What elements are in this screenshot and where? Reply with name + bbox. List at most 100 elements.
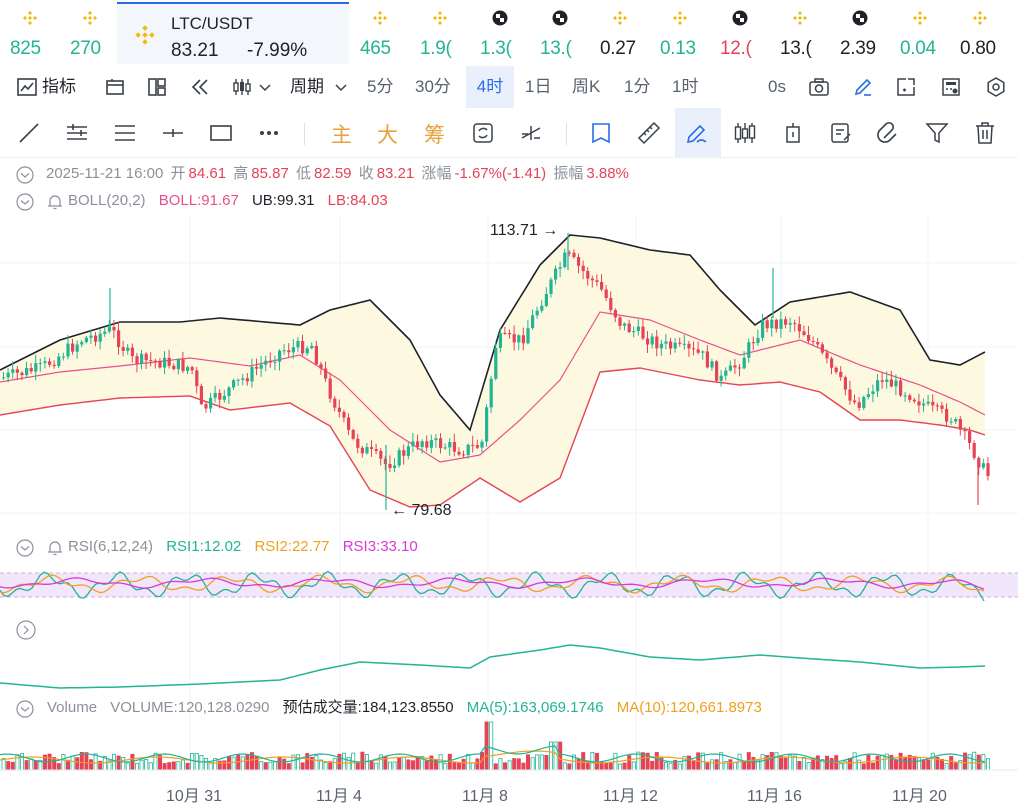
ruler-icon[interactable]	[636, 120, 662, 146]
ticker-item[interactable]: 270	[60, 0, 120, 66]
ticker-item[interactable]: 0.27	[590, 0, 650, 66]
volume-bar	[493, 763, 498, 771]
volume-bar	[838, 763, 843, 771]
candle-body	[889, 379, 893, 387]
candle-body	[885, 379, 889, 382]
collapse-icon[interactable]	[16, 539, 34, 557]
compare-icon[interactable]	[518, 120, 544, 146]
period-button[interactable]: 周期	[290, 77, 324, 96]
candle-body	[646, 338, 650, 345]
replay-icon[interactable]	[189, 76, 211, 98]
draw-pen-icon[interactable]	[684, 120, 710, 146]
chip-tool[interactable]: 筹	[424, 124, 445, 147]
volume-bar	[622, 762, 627, 771]
ticker-item[interactable]: 12.(	[710, 0, 770, 66]
trash-icon[interactable]	[972, 120, 998, 146]
active-pair-tab[interactable]: LTC/USDT 83.21 -7.99%	[117, 2, 349, 64]
rsi1-line	[0, 570, 985, 602]
candle-body	[531, 315, 535, 329]
volume-bar	[521, 762, 526, 771]
expand-icon[interactable]	[16, 620, 36, 640]
indicator-icon[interactable]	[16, 76, 38, 98]
calculator-icon[interactable]	[940, 76, 962, 98]
collapse-icon[interactable]	[16, 700, 34, 718]
volume-bar	[783, 757, 788, 771]
ticker-item[interactable]: 0.80	[950, 0, 1010, 66]
chevron-down-icon[interactable]	[334, 76, 348, 98]
bell-icon[interactable]	[46, 193, 64, 211]
horizontal-line-icon[interactable]	[160, 120, 186, 146]
chevron-down-icon[interactable]	[258, 76, 272, 98]
bell-icon[interactable]	[46, 539, 64, 557]
volume-bar	[259, 761, 264, 771]
candlestick-icon[interactable]	[732, 120, 758, 146]
bookmark-icon[interactable]	[588, 120, 614, 146]
lb-value: LB:84.03	[327, 192, 388, 209]
volume-bar	[295, 754, 300, 771]
volume-bar	[848, 758, 853, 771]
interval-5m[interactable]: 5分	[367, 77, 394, 96]
candle-body	[669, 341, 673, 349]
candle-body	[526, 328, 530, 344]
channel-icon[interactable]	[112, 120, 138, 146]
large-tool[interactable]: 大	[377, 124, 398, 147]
ticker-item[interactable]: 1.3(	[470, 0, 530, 66]
indicator-line	[0, 644, 986, 689]
note-icon[interactable]	[828, 120, 854, 146]
magnet-icon[interactable]	[876, 120, 902, 146]
candle-body	[494, 347, 498, 379]
candle-body	[811, 341, 815, 342]
active-pair-change: -7.99%	[247, 40, 308, 61]
volume-bar	[254, 755, 259, 771]
candle-body	[255, 366, 259, 369]
candle-body	[949, 421, 953, 423]
interval-1d[interactable]: 1日	[525, 77, 552, 96]
ticker-item[interactable]: 0.04	[890, 0, 950, 66]
volume-bar	[912, 756, 917, 771]
position-icon[interactable]	[780, 120, 806, 146]
ticker-item[interactable]: 13.(	[530, 0, 590, 66]
rectangle-icon[interactable]	[208, 120, 234, 146]
pencil-icon[interactable]	[852, 76, 874, 98]
volume-bar	[6, 761, 11, 771]
ticker-item[interactable]: 825	[0, 0, 60, 66]
layout-icon[interactable]	[104, 76, 126, 98]
volume-bar	[502, 762, 507, 771]
countdown-label: 0s	[768, 77, 786, 96]
candle-body	[425, 441, 429, 448]
ticker-item[interactable]: 2.39	[830, 0, 890, 66]
refresh-icon[interactable]	[470, 120, 496, 146]
ticker-item[interactable]: 0.13	[650, 0, 710, 66]
volume-bar	[944, 763, 949, 771]
split-view-icon[interactable]	[146, 76, 168, 98]
interval-1m[interactable]: 1分	[624, 77, 651, 96]
more-icon[interactable]	[256, 120, 282, 146]
indicators-button[interactable]: 指标	[42, 77, 76, 96]
ticker-item[interactable]: 465	[350, 0, 410, 66]
line-tool-icon[interactable]	[16, 120, 42, 146]
interval-1h[interactable]: 1时	[672, 77, 699, 96]
parallel-lines-icon[interactable]	[64, 120, 90, 146]
interval-1w[interactable]: 周K	[572, 77, 601, 96]
settings-icon[interactable]	[985, 76, 1007, 98]
ticker-item[interactable]: 1.9(	[410, 0, 470, 66]
candle-body	[903, 395, 907, 397]
add-chart-icon[interactable]	[895, 76, 917, 98]
volume-bar	[452, 761, 457, 771]
candle-type-icon[interactable]	[231, 76, 253, 98]
collapse-icon[interactable]	[16, 193, 34, 211]
volume-bar	[714, 759, 719, 771]
main-chart-tool[interactable]: 主	[331, 124, 352, 147]
interval-30m[interactable]: 30分	[415, 77, 451, 96]
candle-body	[935, 405, 939, 407]
candle-body	[540, 305, 544, 311]
camera-icon[interactable]	[808, 76, 830, 98]
volume-bar	[61, 754, 66, 771]
ticker-item[interactable]: 13.(	[770, 0, 830, 66]
collapse-icon[interactable]	[16, 166, 34, 184]
filter-icon[interactable]	[924, 120, 950, 146]
candle-body	[816, 342, 820, 345]
interval-4h[interactable]: 4时	[466, 66, 514, 108]
